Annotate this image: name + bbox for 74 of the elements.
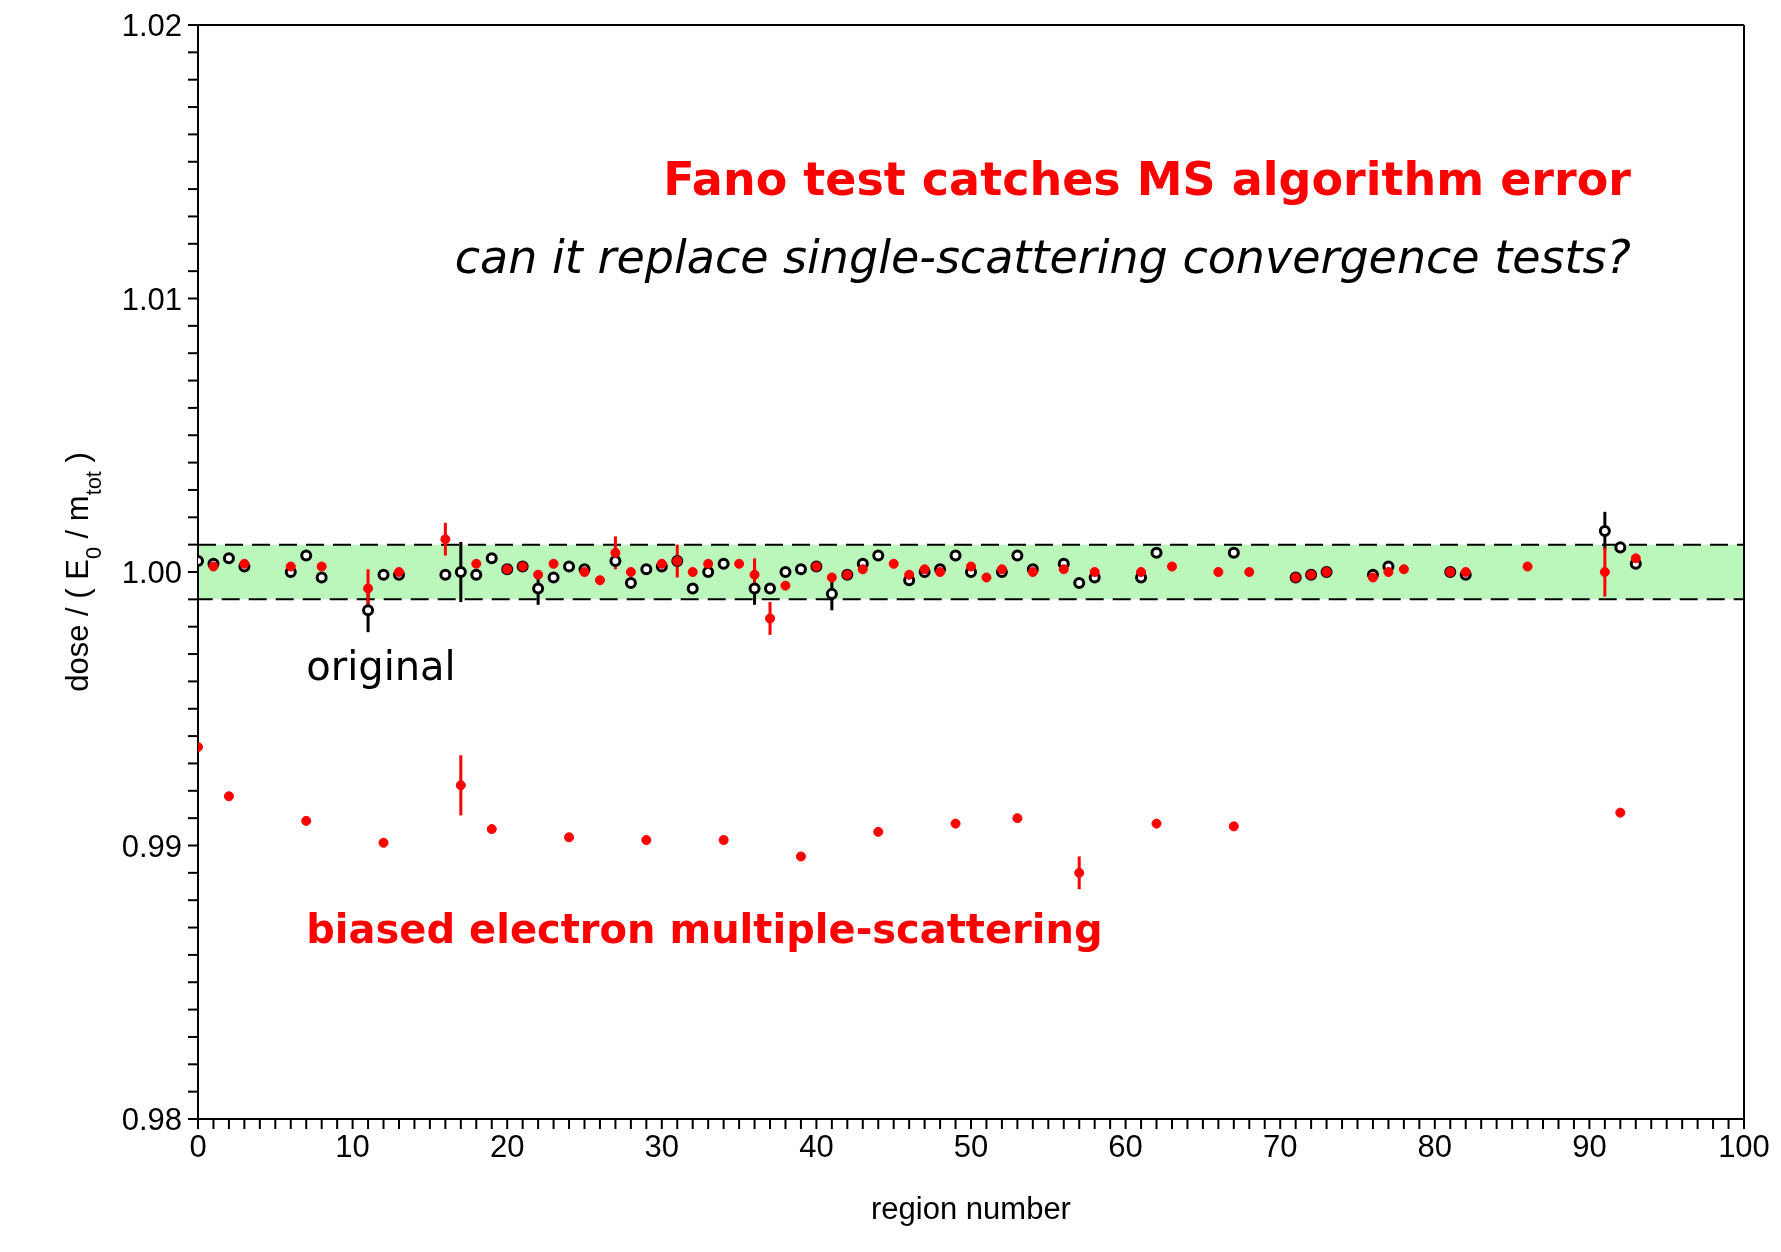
point [1136,566,1147,578]
point [1089,566,1100,578]
x-tick-label: 100 [1718,1129,1770,1165]
point [1398,564,1409,575]
point [363,583,374,594]
point [656,558,667,569]
point [857,564,868,575]
point [749,569,760,580]
point [486,824,497,835]
point [625,566,636,578]
x-tick-label: 20 [489,1129,525,1165]
point [780,580,791,591]
point [950,818,961,829]
y-tick-label: 0.99 [121,828,182,864]
y-tick-label: 1.01 [121,281,182,317]
y-tick-label: 1.02 [121,8,182,44]
x-axis-title: region number [871,1191,1071,1226]
point [239,558,250,569]
x-tick-label: 10 [335,1129,370,1165]
point [734,558,745,569]
point [378,837,389,848]
point [826,572,837,583]
point [533,569,544,580]
point [687,566,698,578]
point [1074,867,1085,878]
x-tick-label: 50 [953,1129,989,1165]
x-tick-label: 60 [1108,1129,1143,1165]
point [1151,818,1162,829]
point [1383,566,1394,578]
annotation: can it replace single-scattering convergence tests? [454,230,1631,284]
x-tick-label: 30 [644,1129,680,1165]
point [904,569,915,580]
point [703,558,714,569]
point [301,815,312,826]
x-tick-label: 70 [1262,1129,1298,1165]
point [594,575,605,586]
point [1615,807,1626,818]
point [718,835,729,846]
point [1228,821,1239,832]
point [1367,572,1378,583]
point [316,561,327,572]
point [1213,566,1224,578]
annotation: Fano test catches MS algorithm error [663,152,1632,206]
x-tick-label: 0 [189,1129,207,1165]
point [471,558,482,569]
series-label: biased electron multiple-scattering [306,905,1103,952]
x-tick-label: 80 [1417,1129,1453,1165]
series-label: original [306,643,456,690]
point [888,558,899,569]
point [1630,553,1641,564]
point [564,832,575,843]
point [1058,564,1069,575]
point [641,835,652,846]
point [1244,566,1255,578]
point [1012,813,1023,824]
point [1166,561,1177,572]
point [455,780,466,791]
point [981,572,992,583]
point [965,561,977,572]
x-tick-label: 40 [799,1129,834,1165]
point [208,561,219,572]
y-tick-label: 1.00 [121,555,182,591]
point [610,547,621,558]
point [1599,566,1610,578]
point [873,826,884,837]
point [440,534,451,545]
point [795,851,806,862]
x-tick-label: 90 [1572,1129,1607,1165]
point [548,558,559,569]
point [285,561,296,572]
y-tick-label: 0.98 [121,1102,182,1138]
point [1522,561,1533,572]
point [765,613,776,624]
point [223,791,234,802]
